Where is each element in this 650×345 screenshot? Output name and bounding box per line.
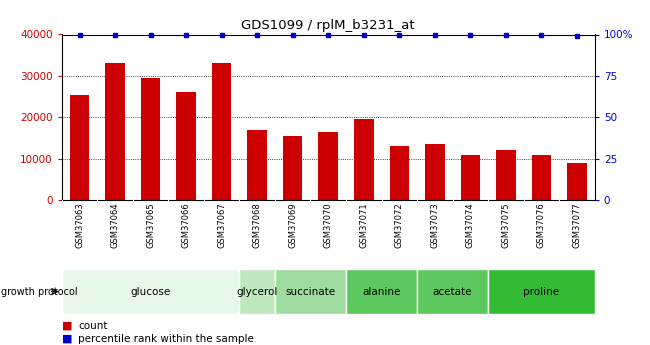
Text: GSM37070: GSM37070 — [324, 202, 333, 248]
Text: proline: proline — [523, 287, 560, 296]
Bar — [488, 269, 595, 314]
Text: alanine: alanine — [362, 287, 401, 296]
Text: GSM37066: GSM37066 — [181, 202, 190, 248]
Text: ■: ■ — [62, 321, 72, 331]
Text: GSM37064: GSM37064 — [111, 202, 120, 248]
Bar — [105, 63, 125, 200]
Bar — [212, 63, 231, 200]
Text: GSM37072: GSM37072 — [395, 202, 404, 248]
Bar — [70, 95, 89, 200]
Text: GSM37067: GSM37067 — [217, 202, 226, 248]
Bar — [496, 150, 515, 200]
Text: GSM37073: GSM37073 — [430, 202, 439, 248]
Bar — [62, 269, 239, 314]
Bar — [354, 119, 374, 200]
Text: GSM37069: GSM37069 — [288, 202, 297, 248]
Text: glucose: glucose — [131, 287, 171, 296]
Bar — [425, 144, 445, 200]
Text: succinate: succinate — [285, 287, 335, 296]
Text: count: count — [78, 321, 107, 331]
Bar — [275, 269, 346, 314]
Title: GDS1099 / rplM_b3231_at: GDS1099 / rplM_b3231_at — [241, 19, 415, 32]
Bar — [248, 130, 267, 200]
Bar — [567, 163, 587, 200]
Text: GSM37074: GSM37074 — [466, 202, 475, 248]
Text: GSM37071: GSM37071 — [359, 202, 369, 248]
Text: GSM37063: GSM37063 — [75, 202, 84, 248]
Bar — [532, 155, 551, 200]
Text: growth protocol: growth protocol — [1, 287, 78, 296]
Text: GSM37077: GSM37077 — [573, 202, 582, 248]
Bar — [239, 269, 275, 314]
Text: GSM37076: GSM37076 — [537, 202, 546, 248]
Text: percentile rank within the sample: percentile rank within the sample — [78, 334, 254, 344]
Bar — [417, 269, 488, 314]
Bar — [346, 269, 417, 314]
Bar — [283, 136, 302, 200]
Text: GSM37075: GSM37075 — [501, 202, 510, 248]
Bar — [318, 132, 338, 200]
Text: GSM37068: GSM37068 — [253, 202, 262, 248]
Text: glycerol: glycerol — [237, 287, 278, 296]
Text: ■: ■ — [62, 334, 72, 344]
Bar — [176, 92, 196, 200]
Text: acetate: acetate — [433, 287, 473, 296]
Bar — [461, 155, 480, 200]
Bar — [141, 78, 161, 200]
Text: GSM37065: GSM37065 — [146, 202, 155, 248]
Bar — [389, 146, 409, 200]
